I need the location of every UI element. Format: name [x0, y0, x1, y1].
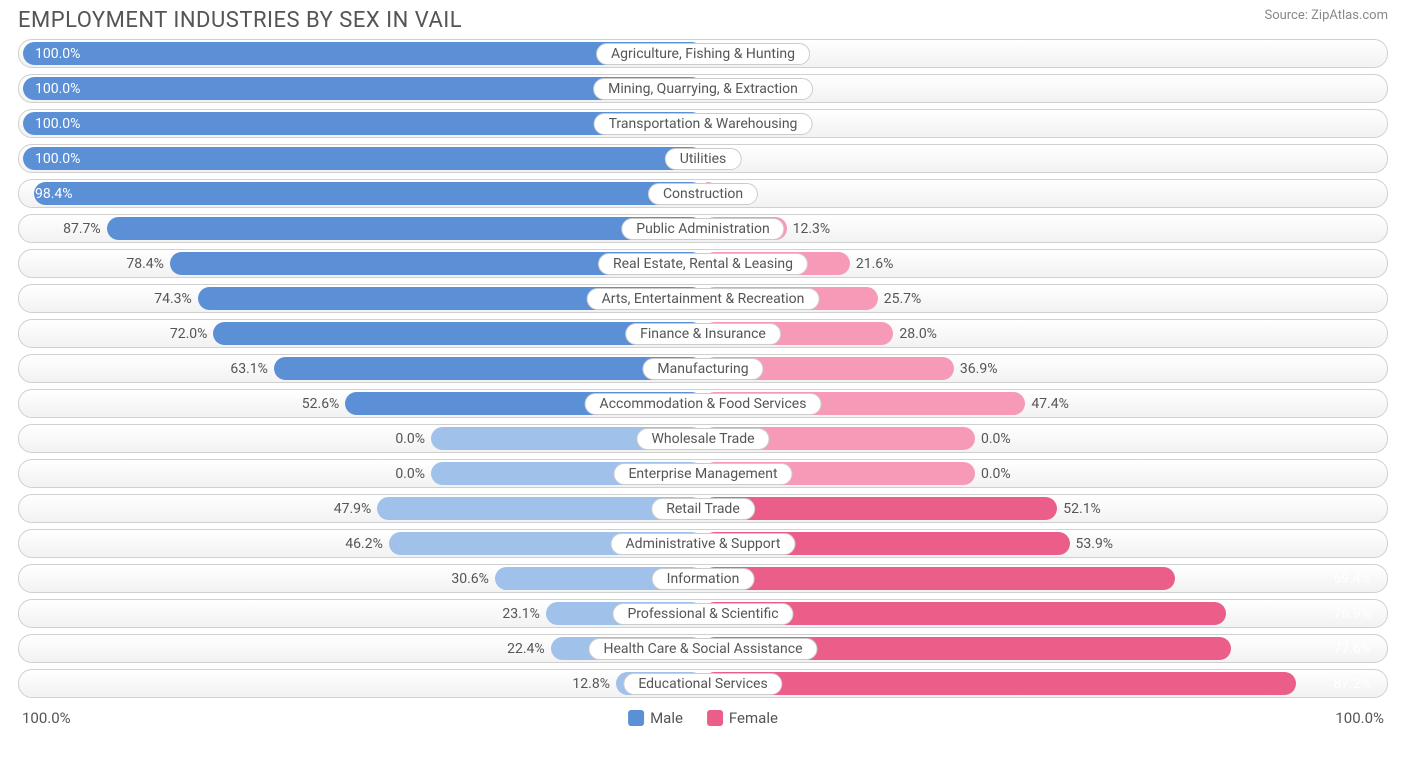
pct-female: 52.1%	[1063, 501, 1101, 517]
chart-header: EMPLOYMENT INDUSTRIES BY SEX IN VAIL Sou…	[0, 0, 1406, 35]
category-label: Administrative & Support	[611, 533, 796, 555]
pct-male: 100.0%	[35, 151, 80, 167]
pct-female: 36.9%	[960, 361, 998, 377]
pct-male: 0.0%	[395, 431, 425, 447]
bar-male	[34, 182, 703, 205]
chart-row: 100.0%0.0%Mining, Quarrying, & Extractio…	[18, 74, 1388, 103]
pct-female: 0.0%	[981, 466, 1011, 482]
chart-source: Source: ZipAtlas.com	[1264, 8, 1388, 23]
pct-male: 12.8%	[572, 676, 610, 692]
category-label: Public Administration	[621, 218, 784, 240]
chart-row: 22.4% 77.6% Health Care & Social Assistanc…	[18, 634, 1388, 663]
legend-label-male: Male	[650, 709, 683, 727]
pct-male: 47.9%	[334, 501, 372, 517]
pct-female: 47.4%	[1031, 396, 1069, 412]
chart-row: 87.7% 12.3% Public Administration	[18, 214, 1388, 243]
chart-row: 100.0%0.0%Agriculture, Fishing & Hunting	[18, 39, 1388, 68]
pct-female: 12.3%	[793, 221, 831, 237]
pct-male: 98.4%	[35, 186, 73, 202]
category-label: Arts, Entertainment & Recreation	[587, 288, 820, 310]
chart-footer: 100.0% Male Female 100.0%	[0, 704, 1406, 732]
pct-male: 22.4%	[507, 641, 545, 657]
pct-male: 0.0%	[395, 466, 425, 482]
legend-swatch-male	[628, 710, 644, 726]
pct-male: 87.7%	[63, 221, 101, 237]
chart-row: 63.1% 36.9% Manufacturing	[18, 354, 1388, 383]
axis-right-label: 100.0%	[1335, 709, 1384, 727]
chart-area: 100.0%0.0%Agriculture, Fishing & Hunting…	[0, 35, 1406, 698]
category-label: Manufacturing	[642, 358, 763, 380]
chart-row: 46.2% 53.9% Administrative & Support	[18, 529, 1388, 558]
category-label: Mining, Quarrying, & Extraction	[593, 78, 813, 100]
bar-male	[107, 217, 703, 240]
chart-row: 23.1% 76.9% Professional & Scientific	[18, 599, 1388, 628]
pct-female: 28.0%	[899, 326, 937, 342]
chart-title: EMPLOYMENT INDUSTRIES BY SEX IN VAIL	[18, 8, 462, 33]
bar-male	[23, 147, 703, 170]
category-label: Wholesale Trade	[636, 428, 769, 450]
chart-row: 72.0% 28.0% Finance & Insurance	[18, 319, 1388, 348]
chart-row: 12.8% 87.2% Educational Services	[18, 669, 1388, 698]
pct-male: 46.2%	[345, 536, 383, 552]
pct-male: 23.1%	[502, 606, 540, 622]
chart-legend: Male Female	[628, 709, 778, 727]
chart-row: 100.0%0.0%Transportation & Warehousing	[18, 109, 1388, 138]
category-label: Health Care & Social Assistance	[588, 638, 817, 660]
pct-male: 100.0%	[35, 116, 80, 132]
axis-left-label: 100.0%	[22, 709, 71, 727]
legend-item-male: Male	[628, 709, 683, 727]
pct-female: 76.9%	[1333, 606, 1371, 622]
category-label: Accommodation & Food Services	[585, 393, 822, 415]
pct-male: 72.0%	[170, 326, 208, 342]
chart-row: 0.0% 0.0% Enterprise Management	[18, 459, 1388, 488]
pct-male: 100.0%	[35, 46, 80, 62]
chart-row: 74.3% 25.7% Arts, Entertainment & Recreati…	[18, 284, 1388, 313]
pct-male: 74.3%	[154, 291, 192, 307]
chart-row: 78.4% 21.6% Real Estate, Rental & Leasing	[18, 249, 1388, 278]
category-label: Finance & Insurance	[625, 323, 781, 345]
bar-female	[703, 497, 1057, 520]
pct-male: 63.1%	[230, 361, 268, 377]
chart-row: 30.6% 69.4% Information	[18, 564, 1388, 593]
chart-row: 98.4%1.6%Construction	[18, 179, 1388, 208]
chart-row: 47.9% 52.1% Retail Trade	[18, 494, 1388, 523]
bar-female	[703, 567, 1175, 590]
pct-male: 100.0%	[35, 81, 80, 97]
legend-item-female: Female	[707, 709, 778, 727]
pct-female: 87.2%	[1333, 676, 1371, 692]
pct-female: 53.9%	[1076, 536, 1114, 552]
pct-female: 25.7%	[884, 291, 922, 307]
category-label: Real Estate, Rental & Leasing	[598, 253, 808, 275]
legend-swatch-female	[707, 710, 723, 726]
category-label: Agriculture, Fishing & Hunting	[596, 43, 810, 65]
chart-row: 52.6% 47.4% Accommodation & Food Services	[18, 389, 1388, 418]
category-label: Retail Trade	[651, 498, 755, 520]
pct-female: 21.6%	[856, 256, 894, 272]
pct-male: 78.4%	[126, 256, 164, 272]
category-label: Construction	[648, 183, 758, 205]
pct-female: 0.0%	[981, 431, 1011, 447]
category-label: Information	[652, 568, 755, 590]
pct-male: 30.6%	[451, 571, 489, 587]
category-label: Transportation & Warehousing	[594, 113, 813, 135]
bar-male	[274, 357, 703, 380]
pct-female: 77.6%	[1333, 641, 1371, 657]
category-label: Educational Services	[623, 673, 782, 695]
pct-male: 52.6%	[302, 396, 340, 412]
chart-row: 100.0%0.0%Utilities	[18, 144, 1388, 173]
bar-female	[703, 672, 1296, 695]
category-label: Utilities	[665, 148, 742, 170]
pct-female: 69.4%	[1333, 571, 1371, 587]
category-label: Enterprise Management	[613, 463, 792, 485]
chart-row: 0.0% 0.0% Wholesale Trade	[18, 424, 1388, 453]
category-label: Professional & Scientific	[612, 603, 793, 625]
legend-label-female: Female	[729, 709, 778, 727]
